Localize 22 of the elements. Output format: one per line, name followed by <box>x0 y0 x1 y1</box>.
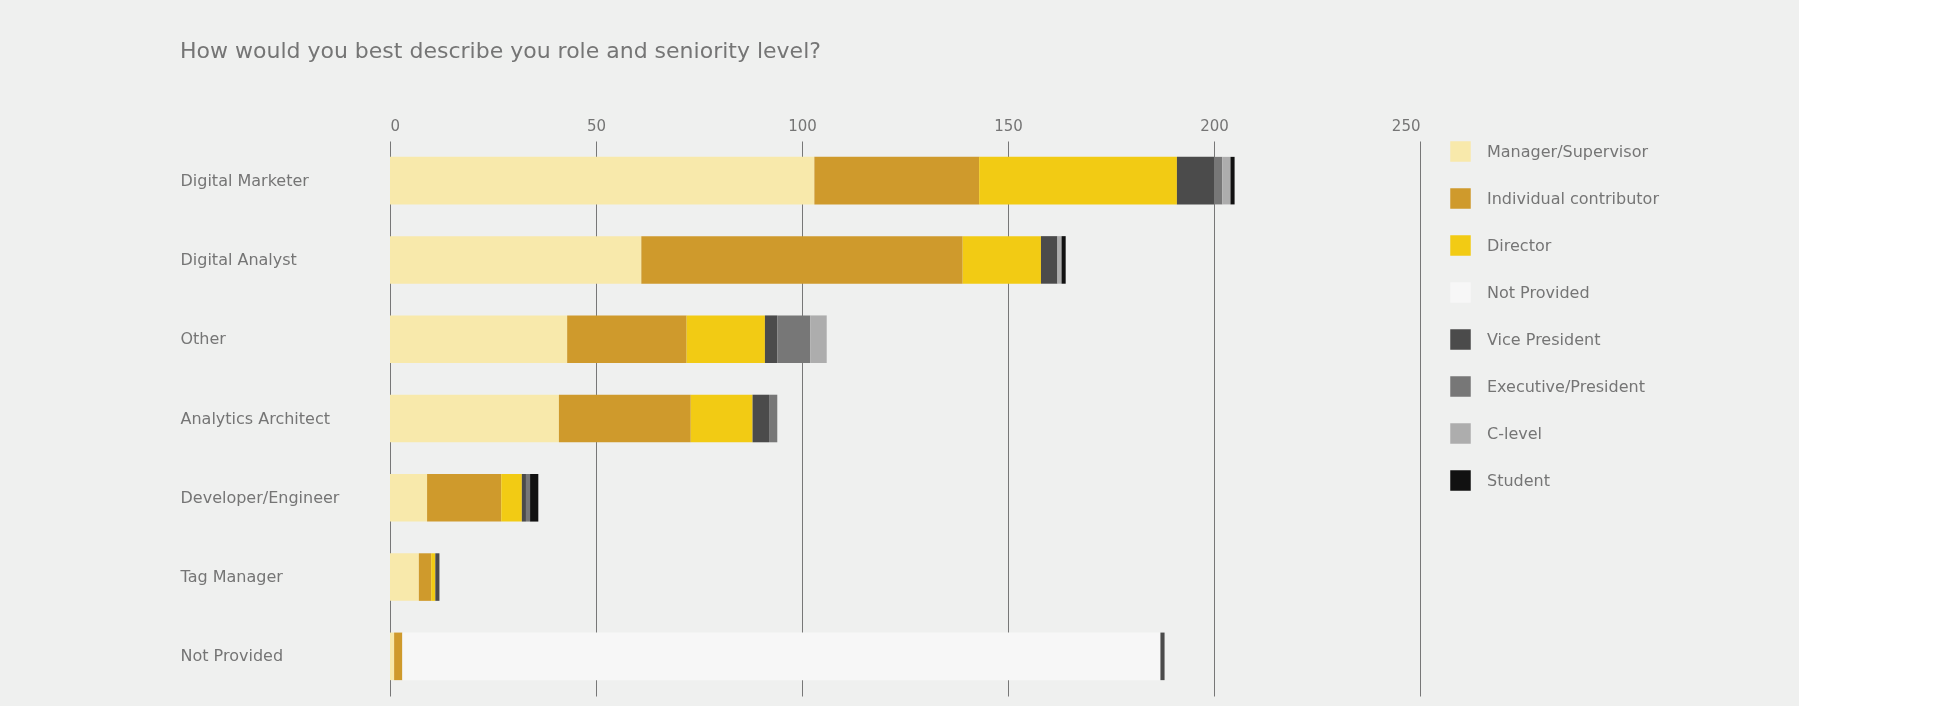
chart-title: How would you best describe you role and seniority level? <box>180 38 821 63</box>
y-tick-label: Analytics Architect <box>180 408 330 428</box>
x-tick-label: 250 <box>1391 116 1421 135</box>
y-tick-label: Tag Manager <box>179 567 284 587</box>
y-tick-label: Digital Analyst <box>180 249 297 269</box>
legend-label: Student <box>1487 470 1550 490</box>
x-tick-label: 0 <box>390 116 401 135</box>
legend-label: Vice President <box>1487 329 1601 349</box>
x-tick-label: 200 <box>1200 116 1229 135</box>
legend-label: Executive/President <box>1487 376 1645 396</box>
y-tick-label: Developer/Engineer <box>180 487 340 507</box>
x-tick-label: 150 <box>994 116 1023 135</box>
y-tick-label: Not Provided <box>180 646 284 666</box>
x-tick-label: 50 <box>586 116 607 135</box>
legend-label: Individual contributor <box>1487 188 1660 208</box>
legend-label: Not Provided <box>1487 282 1590 302</box>
y-tick-label: Digital Marketer <box>180 170 310 190</box>
y-tick-label: Other <box>180 329 227 349</box>
legend-label: C-level <box>1487 423 1542 443</box>
x-tick-label: 100 <box>788 116 817 135</box>
legend-label: Manager/Supervisor <box>1487 141 1649 161</box>
legend-label: Director <box>1487 235 1552 255</box>
